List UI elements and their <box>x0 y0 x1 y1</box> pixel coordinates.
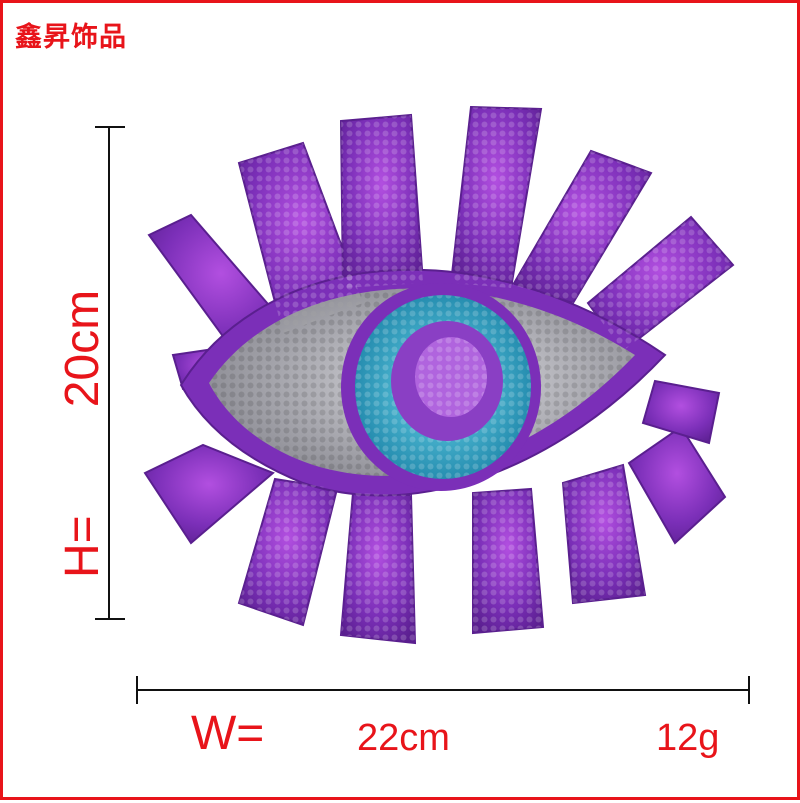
sequin-eye-patch-icon <box>95 105 750 704</box>
width-value: 22cm <box>357 717 450 759</box>
width-prefix: W= <box>191 707 265 760</box>
height-prefix: H= <box>56 515 109 578</box>
height-dimension-line <box>95 126 125 620</box>
brand-watermark: 鑫昇饰品 <box>15 22 127 53</box>
height-value: 20cm <box>56 289 109 408</box>
weight-value: 12g <box>656 717 720 759</box>
height-label: H= 20cm <box>55 78 110 578</box>
width-dimension-line <box>136 676 750 704</box>
